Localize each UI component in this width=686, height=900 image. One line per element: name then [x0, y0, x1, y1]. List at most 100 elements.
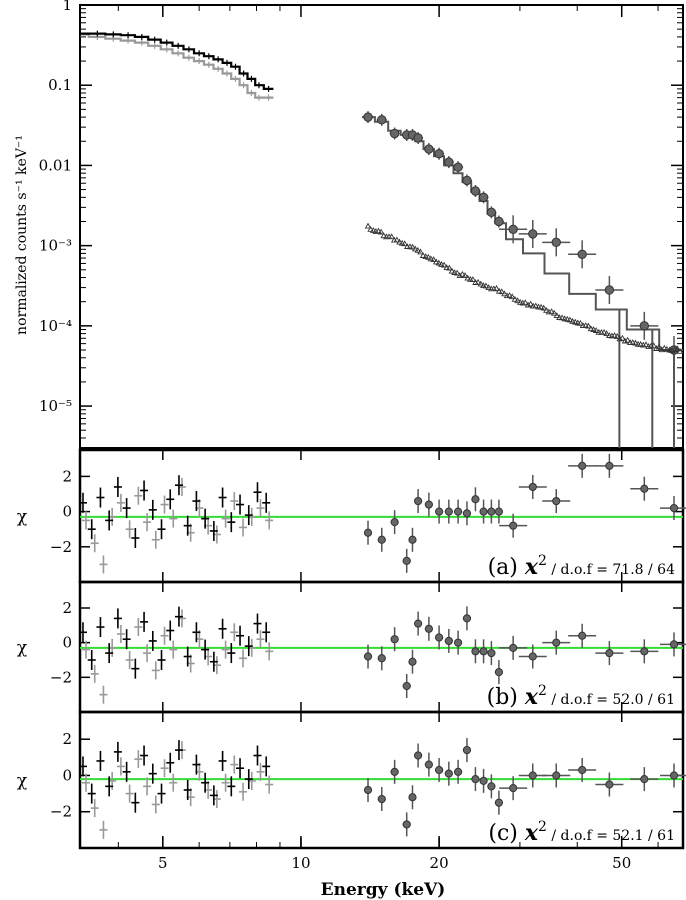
data-point	[444, 636, 453, 646]
data-point	[479, 776, 488, 786]
data-point	[408, 793, 417, 802]
data-point	[444, 507, 453, 516]
data-point	[494, 216, 504, 227]
data-point	[462, 509, 472, 518]
data-point	[390, 635, 399, 644]
panel-tag: (c)	[488, 821, 524, 846]
data-point	[462, 614, 472, 623]
data-point	[444, 157, 454, 167]
data-point	[578, 631, 587, 640]
data-point	[402, 681, 411, 691]
x-axis-label: Energy (keV)	[321, 880, 446, 900]
data-point	[414, 619, 423, 628]
data-point	[528, 482, 537, 492]
data-point	[470, 186, 481, 196]
data-point	[479, 507, 488, 516]
data-point	[402, 556, 411, 565]
data-point	[640, 774, 649, 784]
spectrum-data	[80, 30, 683, 448]
data-point	[508, 224, 518, 234]
data-point	[487, 648, 496, 658]
fit-statistic-annotation: (b) x2 / d.o.f = 52.0 / 61	[487, 683, 675, 710]
data-point	[377, 794, 386, 804]
chi-symbol: x	[524, 684, 539, 710]
data-point	[487, 782, 496, 791]
panel-tag: (b)	[487, 685, 525, 710]
dof-text: / d.o.f = 52.1 / 61	[547, 828, 675, 844]
series-black-step	[80, 32, 274, 90]
y-tick-label: 10⁻⁵	[39, 397, 72, 415]
data-point	[390, 767, 399, 776]
data-point	[434, 149, 444, 159]
data-point	[479, 647, 488, 656]
y-tick-label: −2	[50, 803, 72, 821]
data-point	[377, 654, 386, 663]
data-point	[363, 652, 373, 661]
chi-exponent: 2	[538, 819, 547, 835]
data-point	[669, 640, 679, 649]
x-axis: 5 10 20 50	[117, 5, 659, 872]
data-point	[377, 115, 387, 125]
data-point	[551, 237, 561, 248]
data-point	[408, 657, 417, 666]
data-point	[640, 647, 649, 656]
residual-y-label: χ	[17, 638, 27, 658]
y-tick-label: 1	[62, 0, 72, 14]
data-point	[462, 175, 472, 186]
data-point	[363, 528, 373, 537]
data-point	[494, 798, 504, 807]
residual-panel-b: 20−2χ(b) x2 / d.o.f = 52.0 / 61	[17, 580, 686, 714]
data-point	[669, 771, 679, 780]
x-tick-label: 5	[158, 854, 168, 872]
data-point	[528, 652, 537, 661]
y-tick-label: 2	[62, 467, 72, 485]
data-point	[363, 112, 373, 122]
fit-statistic-annotation: (a) x2 / d.o.f = 71.8 / 64	[488, 553, 675, 580]
y-tick-label: 2	[62, 730, 72, 748]
spectrum-frame	[79, 4, 684, 449]
chi-symbol: x	[524, 820, 539, 846]
x-tick-label: 20	[430, 854, 449, 872]
data-point	[408, 535, 417, 544]
data-point	[424, 500, 433, 509]
residual-y-label: χ	[17, 507, 27, 527]
data-point	[577, 249, 587, 259]
chi-exponent: 2	[538, 683, 547, 699]
data-point	[578, 765, 587, 775]
series-grey-step	[80, 33, 274, 99]
y-tick-label: 10⁻⁴	[39, 317, 72, 335]
y-tick-label: 2	[62, 599, 72, 617]
data-point	[578, 461, 587, 470]
data-point	[462, 745, 472, 755]
data-point	[639, 321, 650, 331]
chi-exponent: 2	[538, 553, 547, 569]
data-point	[377, 535, 386, 544]
data-point	[605, 648, 614, 658]
data-point	[509, 643, 518, 652]
data-point	[414, 751, 423, 760]
y-tick-label: 10⁻³	[39, 237, 72, 255]
chi-symbol: x	[524, 554, 539, 580]
y-tick-label: 0	[62, 766, 72, 784]
background-triangles	[364, 222, 683, 354]
data-point	[453, 162, 463, 172]
spectrum-y-axis-label: normalized counts s⁻¹ keV⁻¹	[14, 135, 30, 335]
data-point	[494, 507, 504, 516]
data-point	[453, 507, 463, 516]
data-point	[363, 785, 373, 795]
data-point	[487, 507, 496, 516]
data-point	[389, 128, 400, 139]
data-point	[471, 495, 480, 504]
data-point	[390, 518, 399, 527]
data-point	[424, 760, 433, 769]
residual-y-label: χ	[17, 771, 27, 791]
data-point	[424, 144, 434, 154]
data-point	[509, 521, 518, 530]
data-point	[528, 771, 537, 780]
data-point	[478, 192, 489, 203]
y-tick-label: 0	[62, 503, 72, 521]
data-point	[471, 647, 480, 656]
dof-text: / d.o.f = 71.8 / 64	[547, 562, 675, 578]
data-point	[604, 285, 615, 295]
